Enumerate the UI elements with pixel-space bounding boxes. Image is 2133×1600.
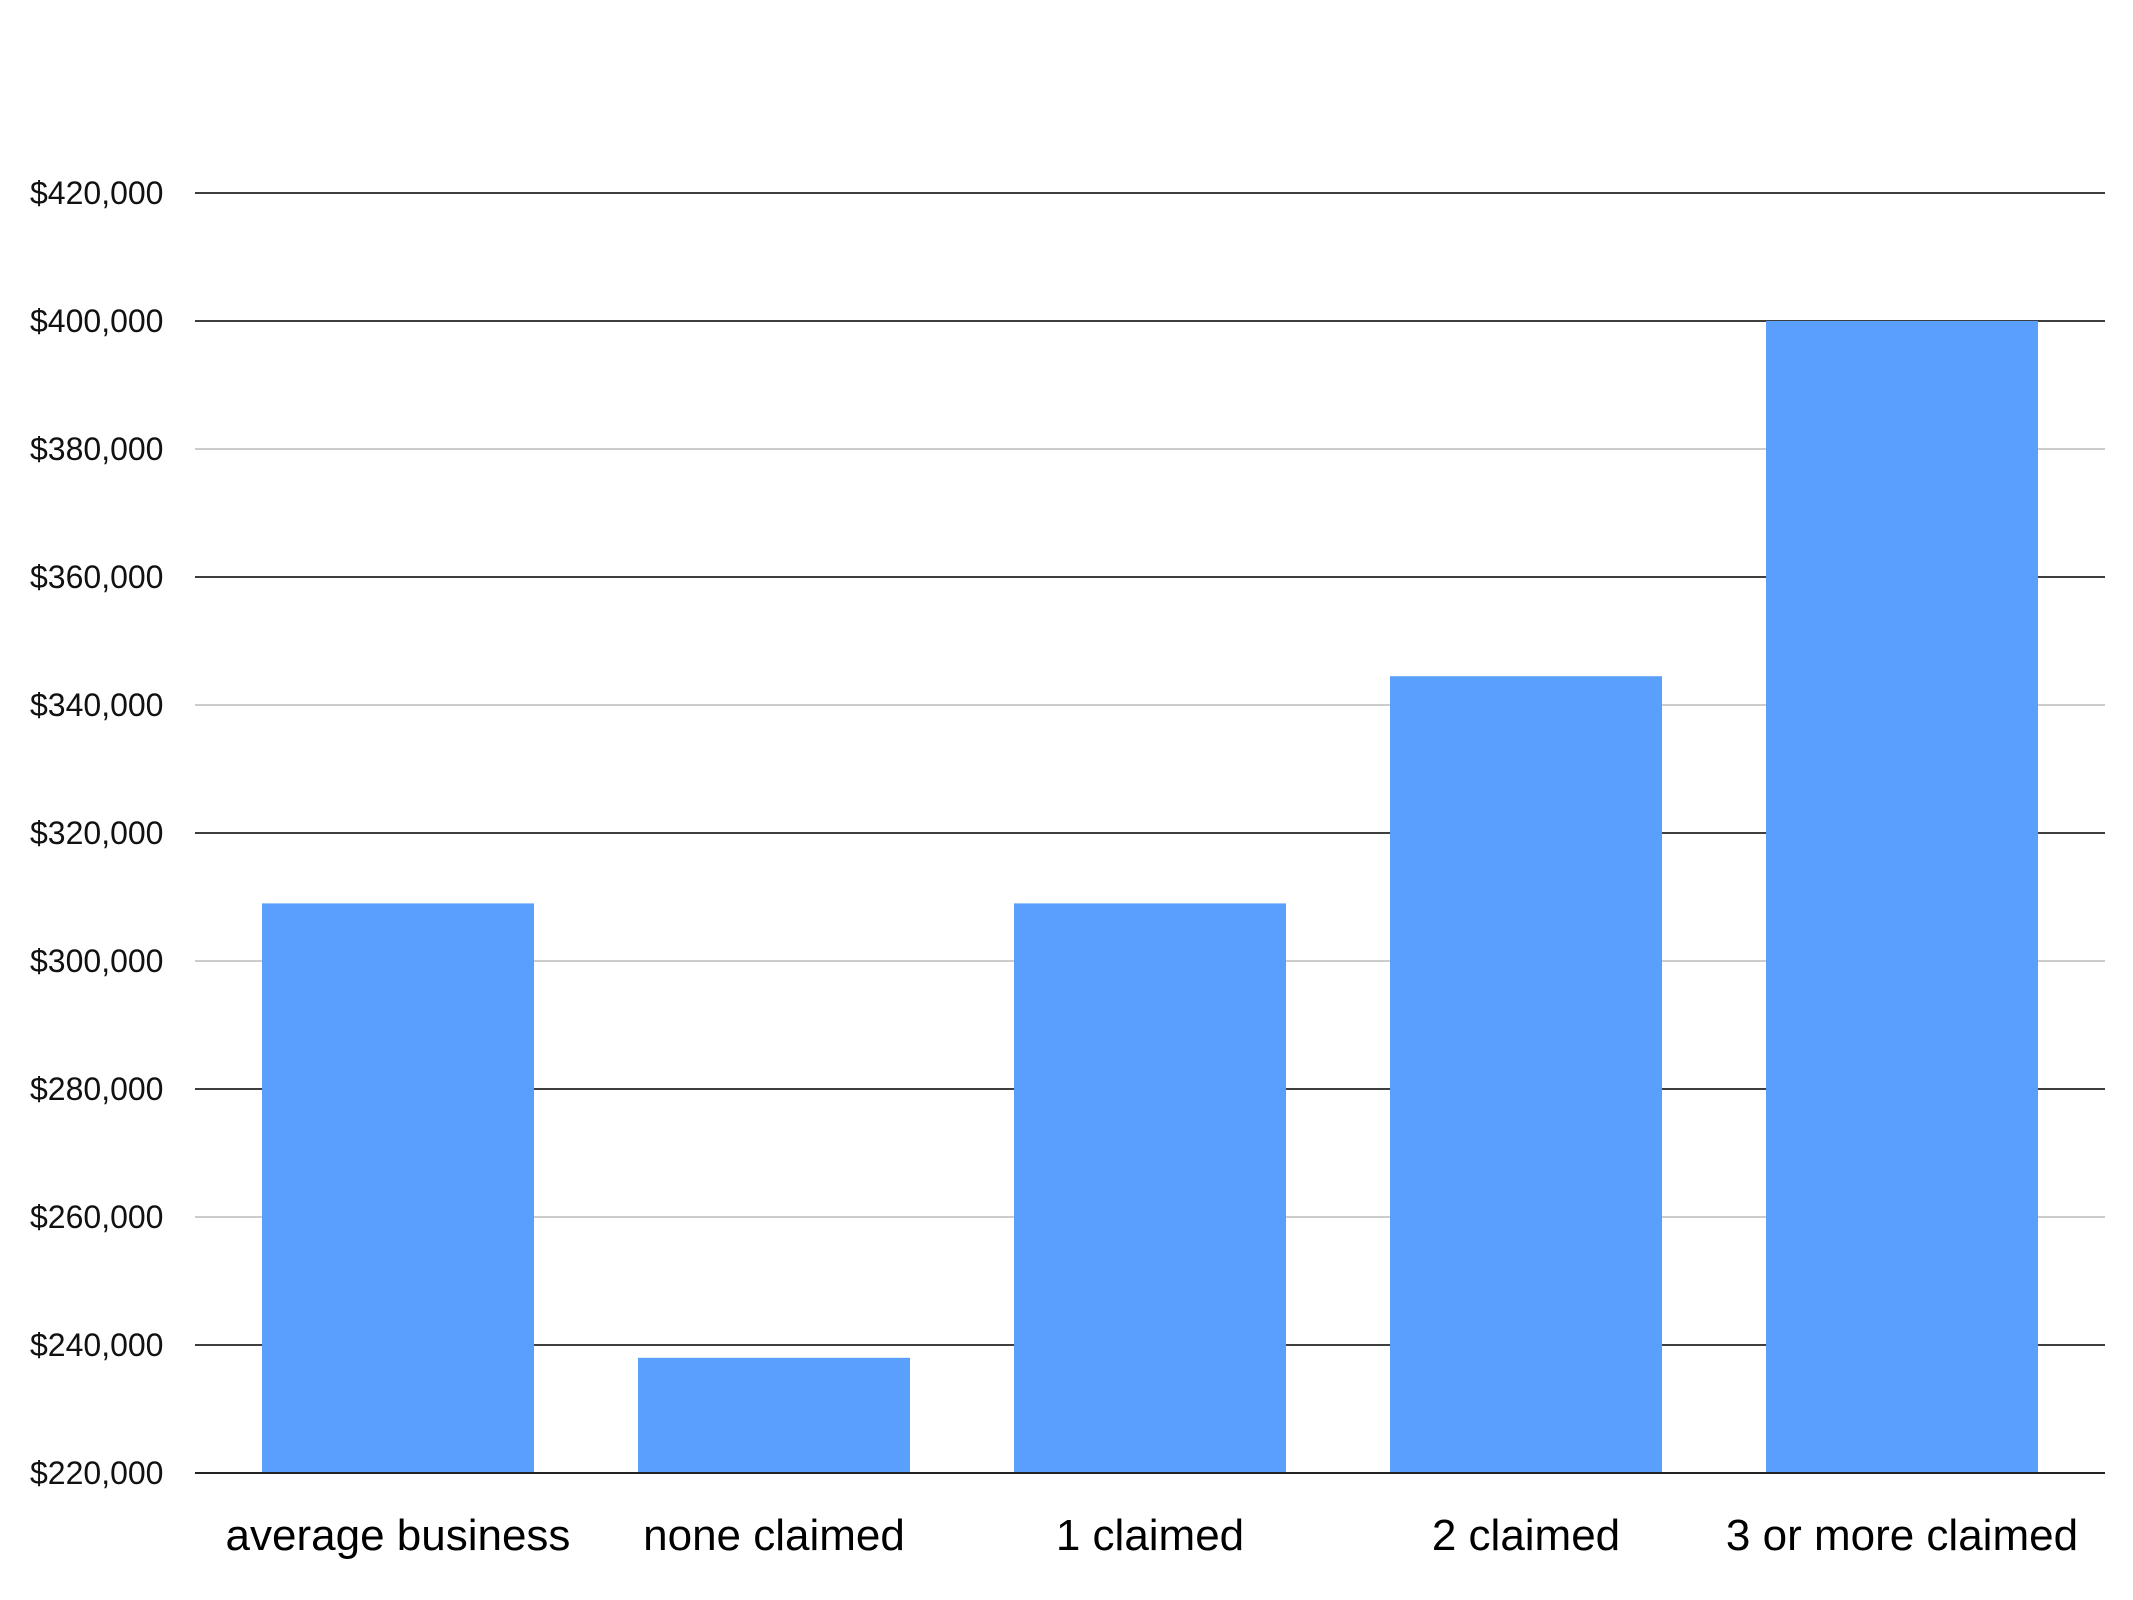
bar [638,1357,910,1473]
x-category-label: none claimed [643,1511,905,1560]
x-category-label: 1 claimed [1056,1511,1244,1560]
y-tick-label: $400,000 [30,303,163,339]
y-tick-label: $380,000 [30,431,163,467]
y-tick-label: $420,000 [30,175,163,211]
bar [1014,903,1286,1473]
x-category-label: 3 or more claimed [1726,1511,2078,1560]
y-tick-label: $360,000 [30,559,163,595]
bar [1390,676,1662,1473]
bars [262,321,2038,1473]
x-category-label: average business [226,1511,571,1560]
x-axis-category-labels: average business none claimed 1 claimed 2 c… [226,1511,2079,1560]
y-tick-label: $280,000 [30,1071,163,1107]
y-tick-label: $220,000 [30,1455,163,1491]
bar [1766,321,2038,1473]
y-axis-tick-labels: $220,000 $240,000 $260,000 $280,000 $300,000… [30,175,163,1491]
y-tick-label: $340,000 [30,687,163,723]
bar [262,903,534,1473]
y-tick-label: $320,000 [30,815,163,851]
y-tick-label: $300,000 [30,943,163,979]
y-tick-label: $240,000 [30,1327,163,1363]
y-tick-label: $260,000 [30,1199,163,1235]
x-category-label: 2 claimed [1432,1511,1620,1560]
